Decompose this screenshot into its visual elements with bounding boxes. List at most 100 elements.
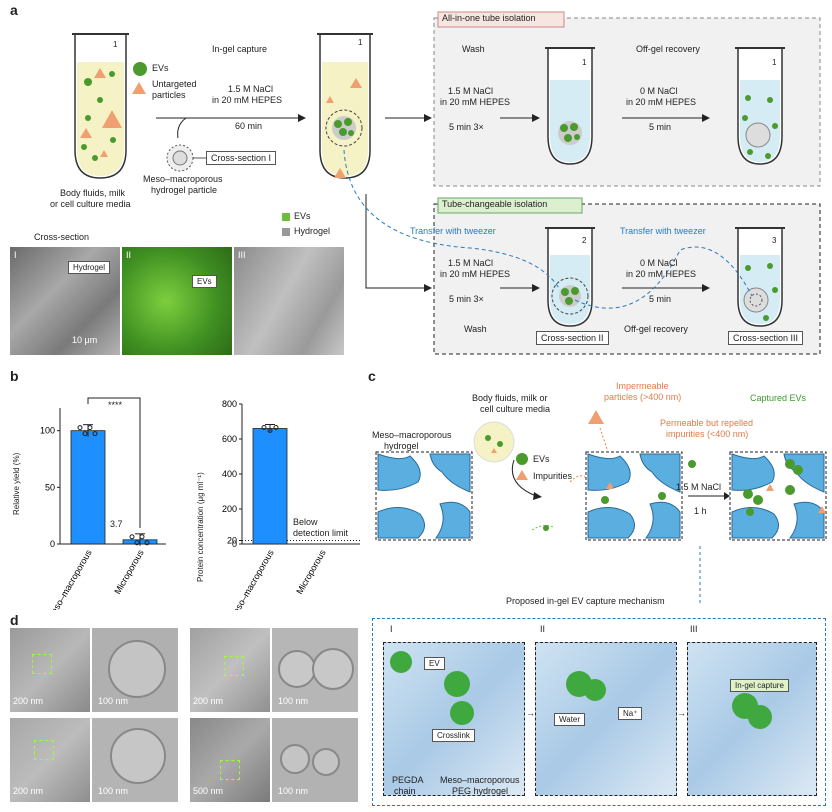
chart2-tick-label: 600 <box>222 434 237 444</box>
scale-100nm-3: 100 nm <box>98 786 129 796</box>
c-hydrogel-line1: Meso–macroporous <box>372 430 452 440</box>
chart1-tick-label: 0 <box>50 539 55 549</box>
chart1-category-label: Meso–macroporous <box>45 548 94 610</box>
panel-label-b: b <box>10 368 19 384</box>
em-zoom-1: 100 nm <box>92 628 178 712</box>
all-in-one-title-box <box>437 11 565 28</box>
micrograph-title: Cross-section <box>34 232 90 242</box>
em-zoom-4: 100 nm <box>272 718 358 802</box>
wash-cond-b1: 1.5 M NaCl <box>448 258 494 268</box>
chart2-category-label: Microporous <box>294 548 328 596</box>
tube-a2-number: 1 <box>772 58 777 67</box>
chart2-datapoint <box>267 428 273 433</box>
chart2-datapoint <box>273 425 279 430</box>
panel-label-c: c <box>368 368 376 384</box>
below-line2: detection limit <box>293 528 349 538</box>
legend-untargeted-line1: Untargeted <box>152 79 197 89</box>
below-line1: Below <box>293 517 318 527</box>
source-line1: Body fluids, milk <box>60 188 126 198</box>
scale-200nm-3: 200 nm <box>13 786 44 796</box>
c-hydrogel-line2: hydrogel <box>384 441 419 451</box>
tube-initial <box>72 33 129 179</box>
chart2-category-label: Meso–macroporous <box>227 548 276 610</box>
chart1-datapoint <box>134 540 140 546</box>
cross-section-1-box: Cross-section I <box>206 151 277 165</box>
pegda-line1: PEGDA <box>392 775 424 785</box>
off-cond-b2: in 20 mM HEPES <box>626 269 697 279</box>
panel-a-schematic <box>72 11 821 355</box>
wash-cond-a1: 1.5 M NaCl <box>448 86 494 96</box>
panel-label-a: a <box>10 2 18 18</box>
off-time-a: 5 min <box>649 122 672 132</box>
chart1-tick-label: 50 <box>45 482 55 492</box>
tube-recovery-a <box>735 47 785 165</box>
capture-cond-line2: in 20 mM HEPES <box>212 95 283 105</box>
legend2-evs: EVs <box>294 211 311 221</box>
chart1-datapoint <box>82 431 88 437</box>
significance-bracket <box>87 397 141 528</box>
impermeable-line1: Impermeable <box>616 381 669 391</box>
panel-label-d: d <box>10 612 19 628</box>
off-cond-b1: 0 M NaCl <box>640 258 678 268</box>
mechanism-step-i: EV Crosslink <box>383 642 525 796</box>
ev-label: EV <box>424 657 445 670</box>
microporous-value: 3.7 <box>110 519 123 529</box>
captured-evs-label: Captured EVs <box>750 393 807 403</box>
wash-label-a: Wash <box>462 44 485 54</box>
c-evs-label: EVs <box>533 454 550 464</box>
tube-b3-number: 3 <box>772 236 777 245</box>
arrow-2: → <box>677 708 686 718</box>
transfer-label-1: Transfer with tweezer <box>410 226 496 236</box>
mech-roman-i: I <box>390 624 393 634</box>
chart1-datapoint <box>92 431 98 437</box>
chart2-bar <box>252 428 288 545</box>
wash-label-b: Wash <box>464 324 487 334</box>
offgel-label-a: Off-gel recovery <box>636 44 700 54</box>
em-zoom-3: 100 nm <box>92 718 178 802</box>
chart2-ylabel: Protein concentration (μg ml⁻¹) <box>196 472 205 582</box>
wash-time-a: 5 min 3× <box>449 122 484 132</box>
permeable-line2: impurities (<400 nm) <box>666 429 749 439</box>
mech-roman-iii: III <box>690 624 698 634</box>
wash-cond-b2: in 20 mM HEPES <box>440 269 511 279</box>
hydrogel-block-2 <box>585 451 683 541</box>
wash-time-b: 5 min 3× <box>449 294 484 304</box>
wash-cond-a2: in 20 mM HEPES <box>440 97 511 107</box>
tube-capture <box>317 33 373 179</box>
water-label: Water <box>554 713 586 726</box>
chart2-tick-label: 800 <box>222 399 237 409</box>
significance-label: **** <box>108 400 123 410</box>
chart1-datapoint <box>139 534 145 540</box>
scale-100nm-1: 100 nm <box>98 696 129 706</box>
hydrogel-block-3 <box>729 451 827 541</box>
scale-200nm-1: 200 nm <box>13 696 44 706</box>
mechanism-step-iii: In-gel capture <box>687 642 817 796</box>
tube-wash-b <box>545 227 595 327</box>
nacl-label: 1.5 M NaCl <box>676 482 722 492</box>
in-gel-capture-title: In-gel capture <box>212 44 268 54</box>
cross-section-3-box: Cross-section III <box>728 331 804 345</box>
tube-changeable-title: Tube-changeable isolation <box>442 199 548 209</box>
in-gel-capture-label: In-gel capture <box>730 679 789 692</box>
chart1-ylabel: Relative yield (%) <box>12 452 21 515</box>
permeable-line1: Permeable but repelled <box>660 418 754 428</box>
transfer-label-2: Transfer with tweezer <box>620 226 706 236</box>
time-1h-label: 1 h <box>694 506 707 516</box>
mech-roman-ii: II <box>540 624 546 634</box>
mechanism-title: Proposed in-gel EV capture mechanism <box>506 596 665 606</box>
chart2-datapoint <box>261 425 267 430</box>
micrograph-ii: II EVs <box>122 247 232 355</box>
offgel-label-b: Off-gel recovery <box>624 324 688 334</box>
chart2-tick-label: 0 <box>232 539 237 549</box>
all-in-one-title: All-in-one tube isolation <box>442 13 536 23</box>
c-source-line2: cell culture media <box>480 404 551 414</box>
off-cond-a2: in 20 mM HEPES <box>626 97 697 107</box>
em-overview-3: 200 nm <box>10 718 90 802</box>
arrow-1: → <box>526 708 535 718</box>
scale-100nm-4: 100 nm <box>278 786 309 796</box>
panel-c-schematic <box>375 410 827 604</box>
chart1-datapoint <box>87 425 93 431</box>
c-source-line1: Body fluids, milk or <box>472 393 548 403</box>
peg-line1: Meso–macroporous <box>440 775 520 785</box>
